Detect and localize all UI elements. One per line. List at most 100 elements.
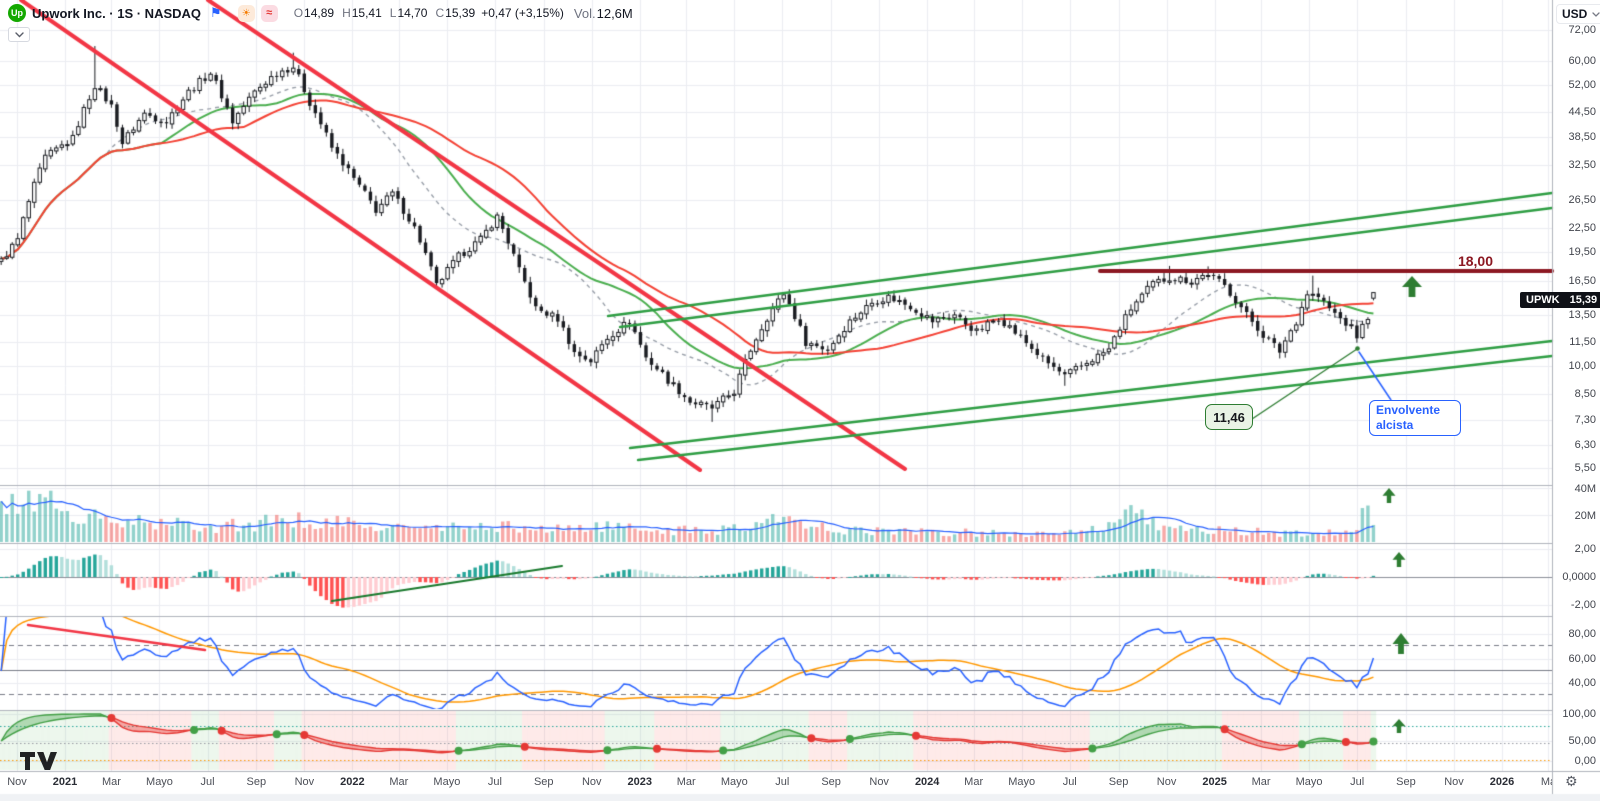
- time-tick-label: Mayo: [1008, 776, 1036, 788]
- time-tick-label: Jul: [487, 776, 502, 788]
- bullish-engulfing-callout[interactable]: Envolvente alcista: [1369, 400, 1461, 436]
- time-tick-label: Mar: [1251, 776, 1271, 788]
- time-tick-label: Sep: [1108, 776, 1129, 788]
- time-tick-label: Mar: [101, 776, 121, 788]
- time-tick-label: 2021: [52, 776, 78, 788]
- close-readout: C 15,39: [435, 6, 475, 20]
- close-label: C: [435, 6, 445, 20]
- time-tick-label: Nov: [294, 776, 315, 788]
- upwork-logo: Up: [8, 4, 26, 22]
- time-axis[interactable]: Nov 2021 Mar Mayo Jul Sep Nov 2022 Mar Mayo Jul Sep…: [0, 772, 1552, 793]
- price-axis[interactable]: 72,00 60,00 52,00 44,50 38,50 32,50 26,50 22,50…: [1553, 0, 1600, 794]
- time-tick-label: Mayo: [146, 776, 173, 788]
- price-tick-label: 22,50: [1568, 221, 1596, 234]
- price-tick-label: 50,00: [1568, 735, 1596, 747]
- currency-label: USD: [1562, 7, 1588, 21]
- time-tick-label: Sep: [246, 776, 267, 788]
- time-tick-label: Nov: [581, 776, 602, 788]
- pane-collapse-button[interactable]: [8, 27, 30, 42]
- currency-selector[interactable]: USD: [1556, 4, 1600, 24]
- chevron-down-icon: [1592, 11, 1600, 17]
- time-tick-label: Jul: [1350, 776, 1365, 788]
- time-tick-label: Sep: [533, 776, 554, 788]
- open-label: O: [293, 6, 304, 20]
- time-tick-label: Mayo: [433, 776, 461, 788]
- time-tick-label: Mar: [676, 776, 696, 788]
- time-tick-label: Nov: [7, 776, 27, 788]
- time-tick-label: Nov: [869, 776, 889, 788]
- price-tick-label: 72,00: [1568, 23, 1596, 36]
- flag-icon[interactable]: ⚑: [210, 5, 222, 20]
- price-tick-label: 0,0000: [1562, 571, 1596, 583]
- high-value: 15,41: [351, 6, 382, 20]
- price-tick-label: 40M: [1574, 483, 1596, 495]
- symbol-header: Up Upwork Inc. · 1S · NASDAQ ⚑ ☀ ≈ O 14,8…: [8, 4, 633, 22]
- price-tick-label: 44,50: [1568, 105, 1596, 118]
- high-readout: H 15,41: [342, 6, 382, 20]
- time-tick-label: Nov: [1156, 776, 1177, 788]
- price-tick-label: -2,00: [1570, 598, 1596, 611]
- price-tick-label: 26,50: [1568, 194, 1596, 207]
- price-tick-label: 16,50: [1568, 274, 1596, 287]
- price-tick-label: 38,50: [1568, 130, 1596, 143]
- price-tick-label: 2,00: [1574, 543, 1596, 556]
- time-tick-label: Jul: [775, 776, 790, 788]
- price-tick-label: 7,30: [1574, 413, 1596, 426]
- ohlc-readout: O 14,89 H 15,41 L 14,70 C 15,39: [294, 6, 476, 20]
- time-tick-label: Jul: [1062, 776, 1077, 788]
- change-value: +0,47 (+3,15%): [481, 6, 564, 20]
- time-tick-label: 2024: [914, 776, 940, 788]
- time-tick-label: Mar: [964, 776, 984, 788]
- high-label: H: [342, 6, 351, 20]
- price-tick-label: 80,00: [1568, 628, 1596, 641]
- volume-readout: Vol. 12,6M: [574, 6, 633, 21]
- price-tick-label: 19,50: [1568, 246, 1596, 259]
- time-tick-label: Jul: [200, 776, 215, 788]
- price-tick-label: 40,00: [1568, 677, 1596, 690]
- price-tick-label: 6,30: [1574, 438, 1596, 451]
- logo-text: Up: [11, 8, 23, 18]
- price-tick-label: 100,00: [1562, 708, 1596, 720]
- sun-badge-icon[interactable]: ☀: [237, 4, 255, 22]
- open-readout: O 14,89: [294, 6, 334, 20]
- price-tick-label: 0,00: [1574, 755, 1596, 767]
- time-tick-label: Mar: [389, 776, 409, 788]
- volume-label: Vol.: [573, 5, 596, 21]
- close-value: 15,39: [445, 6, 476, 20]
- price-tick-label: 13,50: [1568, 308, 1596, 321]
- price-tag-symbol: UPWK: [1526, 294, 1560, 306]
- chevron-down-icon: [14, 31, 24, 37]
- swing-low-label[interactable]: 11,46: [1205, 404, 1253, 430]
- tradingview-logo[interactable]: [20, 751, 62, 771]
- price-tick-label: 20M: [1574, 510, 1596, 522]
- price-tick-label: 60,00: [1568, 55, 1596, 67]
- settings-gear-icon[interactable]: ⚙: [1565, 773, 1578, 789]
- time-tick-label: Ma: [1540, 776, 1552, 788]
- price-tick-label: 5,50: [1574, 461, 1596, 474]
- price-tick-label: 8,50: [1574, 387, 1596, 400]
- time-tick-label: Sep: [821, 776, 841, 788]
- price-tick-label: 60,00: [1568, 652, 1596, 665]
- price-tick-label: 52,00: [1568, 79, 1596, 92]
- time-tick-label: 2026: [1489, 776, 1515, 788]
- wave-badge-icon[interactable]: ≈: [260, 4, 278, 22]
- time-tick-label: 2023: [627, 776, 653, 788]
- price-tick-label: 11,50: [1569, 336, 1596, 349]
- time-tick-label: Mayo: [1295, 776, 1323, 788]
- time-tick-label: 2025: [1202, 776, 1227, 788]
- resistance-price-label: 18,00: [1457, 253, 1493, 269]
- time-tick-label: Mayo: [720, 776, 748, 788]
- price-tick-label: 10,00: [1568, 359, 1596, 372]
- time-tick-label: 2022: [340, 776, 365, 788]
- last-price-tag: UPWK 15,39: [1520, 292, 1600, 308]
- low-label: L: [389, 6, 397, 20]
- low-value: 14,70: [397, 6, 428, 20]
- symbol-title[interactable]: Upwork Inc. · 1S · NASDAQ: [32, 5, 202, 21]
- time-tick-label: Sep: [1396, 776, 1416, 788]
- price-tag-value: 15,39: [1569, 294, 1598, 306]
- time-tick-label: Nov: [1444, 776, 1464, 788]
- volume-value: 12,6M: [596, 5, 633, 21]
- price-tick-label: 32,50: [1568, 159, 1596, 172]
